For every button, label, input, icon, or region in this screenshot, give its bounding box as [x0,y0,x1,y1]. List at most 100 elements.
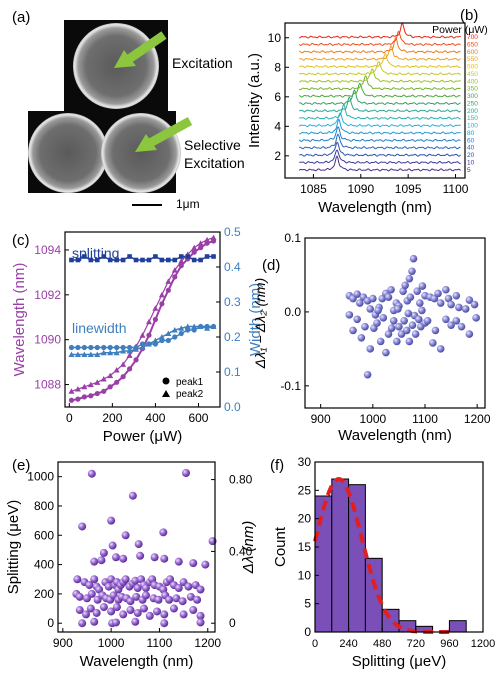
scatter-point [418,306,426,315]
splitting-point [191,257,197,263]
scatter-point [376,337,385,346]
legend-entry: 650 [467,41,478,48]
plot-frame [284,22,466,179]
linewidth2-point [165,330,172,336]
linewidth1-point [114,344,120,351]
scatter-point [136,551,145,560]
linewidth2-point [139,344,146,350]
scatter-point [387,285,395,294]
panel-c: (c) 0 200 400 600 1088 1090 1092 1094 0.0 0.1 0.2 0.… [11,225,264,445]
plot-frame [64,231,221,408]
x-tick-label: 1100 [147,636,173,650]
peak2-point [126,352,133,358]
microdisk-right [101,113,181,193]
scale-bar-label: 1μm [176,197,200,211]
scatter-point [184,582,193,591]
legend-entry: 700 [467,34,478,41]
annotation-linewidth: linewidth [72,320,126,336]
x-tick-label: 1200 [194,636,221,650]
linewidth2-point [145,341,152,347]
scatter-point [413,287,421,296]
y-right-axis-label: Δλ (nm) [240,521,257,574]
panel-c-label: (c) [12,232,30,249]
linewidth2-point [81,351,88,357]
scatter-point [393,337,401,346]
scatter-point [75,592,84,601]
scatter-point [444,294,453,303]
scatter-point [394,305,402,313]
y-tick-label: 1090 [34,333,61,347]
y-right-tick-label: 0.5 [224,225,241,239]
peak1-point [75,396,81,402]
y-tick-label: 10 [298,568,312,582]
peak2-point [145,318,152,325]
y-tick-label: -0.1 [280,379,301,393]
scatter-point [86,604,95,613]
peak1-point [120,374,126,380]
peak2-point [94,379,101,385]
plot-frame [57,461,216,633]
y-right-tick-label: 0.4 [224,260,241,274]
peak2-point [81,383,88,390]
y-tick-label: 8 [274,60,281,74]
splitting-point [172,257,178,263]
scatter-point [470,300,479,309]
splitting-point [211,254,216,259]
excitation-arrow-shaft [126,31,167,63]
peak1-point [68,397,75,403]
scatter-point [99,603,108,612]
peak2-point [158,291,165,298]
peak1-point [152,316,159,323]
scatter-point [174,584,183,593]
y-tick-label: 1088 [34,378,61,392]
legend-entry: 60 [467,137,475,144]
x-tick-label: 600 [188,411,208,425]
scatter-point [133,584,142,593]
x-tick-label: 900 [311,412,331,426]
peak2-point [68,388,75,394]
scatter-point [178,597,187,606]
splitting-point [101,254,107,259]
linewidth1-point [94,344,100,351]
splitting-point [127,254,132,259]
scatter-point [408,321,417,330]
scatter-point [423,316,432,325]
scatter-point [160,619,169,628]
scatter-point [389,316,398,325]
scatter-point [174,557,183,566]
x-tick-label: 900 [53,636,73,650]
spectrum-line [299,37,461,54]
scatter-point [384,293,393,301]
peak2-point [100,375,107,382]
x-tick-label: 1085 [300,182,327,196]
scatter-point [159,528,168,537]
peak1-point [191,249,197,255]
splitting-point [69,257,74,263]
legend-entry: 500 [467,64,478,71]
peak1-point [159,301,165,307]
peak1-point [81,394,87,400]
scatter-point [434,289,442,298]
scatter-point [126,606,135,615]
spectrum-line [298,68,461,83]
scatter-point [133,608,142,617]
linewidth1-point [107,344,113,351]
splitting-point [166,257,171,263]
legend-entry: 5 [467,167,471,174]
scatter-point [172,594,181,603]
scatter-point [374,306,382,315]
scatter-point [384,330,393,338]
x-tick-label: 1000 [98,636,125,650]
scatter-point [145,611,154,620]
legend-peak1: peak1 [176,377,204,388]
linewidth1-point [139,341,146,347]
scatter-point [366,305,375,313]
scatter-point [99,548,108,557]
histogram-bar [331,478,350,633]
scatter-point [431,326,440,335]
scatter-point [169,604,178,613]
linewidth2-point [204,325,211,331]
x-tick-label: 1095 [395,182,422,196]
microdisk-left [28,113,108,193]
x-tick-label: 1200 [464,412,491,426]
